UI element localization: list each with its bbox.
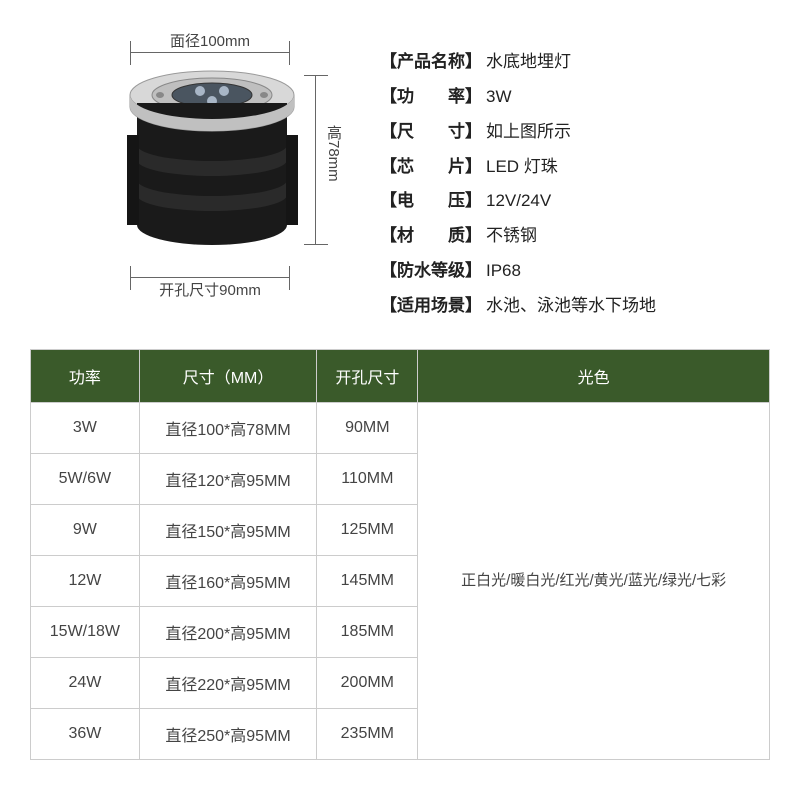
spec-label: 【材 质】 xyxy=(380,226,482,245)
spec-value: 如上图所示 xyxy=(486,122,571,141)
cell-color-options: 正白光/暖白光/红光/黄光/蓝光/绿光/七彩 xyxy=(418,402,770,759)
cell-hole: 125MM xyxy=(317,504,418,555)
col-hole: 开孔尺寸 xyxy=(317,349,418,402)
cell-size: 直径220*高95MM xyxy=(139,657,317,708)
dim-right-line xyxy=(315,75,316,245)
cell-size: 直径200*高95MM xyxy=(139,606,317,657)
spec-row: 【电 压】12V/24V xyxy=(380,184,760,219)
spec-value: 3W xyxy=(486,87,512,106)
spec-label: 【芯 片】 xyxy=(380,157,482,176)
spec-row: 【产品名称】水底地埋灯 xyxy=(380,45,760,80)
product-figure: 面径100mm 高78 xyxy=(30,20,350,320)
cell-hole: 235MM xyxy=(317,708,418,759)
spec-row: 【适用场景】水池、泳池等水下场地 xyxy=(380,289,760,324)
spec-value: LED 灯珠 xyxy=(486,157,558,176)
dim-right-label: 高78mm xyxy=(323,125,344,182)
col-size: 尺寸（MM） xyxy=(139,349,317,402)
spec-value: 水底地埋灯 xyxy=(486,52,571,71)
cell-hole: 110MM xyxy=(317,453,418,504)
cell-power: 15W/18W xyxy=(31,606,140,657)
dim-bottom-label: 开孔尺寸90mm xyxy=(130,279,290,300)
cell-hole: 145MM xyxy=(317,555,418,606)
spec-value: 不锈钢 xyxy=(486,226,537,245)
dim-top-line xyxy=(130,52,290,53)
cell-size: 直径150*高95MM xyxy=(139,504,317,555)
cell-size: 直径120*高95MM xyxy=(139,453,317,504)
cell-size: 直径160*高95MM xyxy=(139,555,317,606)
spec-label: 【防水等级】 xyxy=(380,261,482,280)
spec-value: IP68 xyxy=(486,261,521,280)
spec-label: 【电 压】 xyxy=(380,191,482,210)
spec-value: 12V/24V xyxy=(486,191,551,210)
table-header-row: 功率 尺寸（MM） 开孔尺寸 光色 xyxy=(31,349,770,402)
spec-label: 【功 率】 xyxy=(380,87,482,106)
dim-top-label: 面径100mm xyxy=(130,30,290,51)
spec-row: 【材 质】不锈钢 xyxy=(380,219,760,254)
spec-row: 【防水等级】IP68 xyxy=(380,254,760,289)
product-illustration xyxy=(125,65,300,265)
cell-hole: 200MM xyxy=(317,657,418,708)
spec-row: 【尺 寸】如上图所示 xyxy=(380,115,760,150)
spec-label: 【产品名称】 xyxy=(380,52,482,71)
cell-hole: 90MM xyxy=(317,402,418,453)
spec-label: 【尺 寸】 xyxy=(380,122,482,141)
cell-size: 直径250*高95MM xyxy=(139,708,317,759)
cell-power: 36W xyxy=(31,708,140,759)
spec-row: 【芯 片】LED 灯珠 xyxy=(380,150,760,185)
spec-value: 水池、泳池等水下场地 xyxy=(486,296,656,315)
cell-power: 3W xyxy=(31,402,140,453)
spec-list: 【产品名称】水底地埋灯 【功 率】3W 【尺 寸】如上图所示 【芯 片】LED … xyxy=(380,20,760,324)
table-row: 3W 直径100*高78MM 90MM 正白光/暖白光/红光/黄光/蓝光/绿光/… xyxy=(31,402,770,453)
spec-label: 【适用场景】 xyxy=(380,296,482,315)
cell-power: 12W xyxy=(31,555,140,606)
cell-hole: 185MM xyxy=(317,606,418,657)
cell-power: 5W/6W xyxy=(31,453,140,504)
spec-row: 【功 率】3W xyxy=(380,80,760,115)
dim-right: 高78mm xyxy=(315,75,335,245)
spec-table: 功率 尺寸（MM） 开孔尺寸 光色 3W 直径100*高78MM 90MM 正白… xyxy=(30,349,770,760)
col-power: 功率 xyxy=(31,349,140,402)
col-color: 光色 xyxy=(418,349,770,402)
top-section: 面径100mm 高78 xyxy=(0,0,800,344)
dim-bottom-line xyxy=(130,277,290,278)
cell-power: 9W xyxy=(31,504,140,555)
cell-power: 24W xyxy=(31,657,140,708)
cell-size: 直径100*高78MM xyxy=(139,402,317,453)
table-body: 3W 直径100*高78MM 90MM 正白光/暖白光/红光/黄光/蓝光/绿光/… xyxy=(31,402,770,759)
